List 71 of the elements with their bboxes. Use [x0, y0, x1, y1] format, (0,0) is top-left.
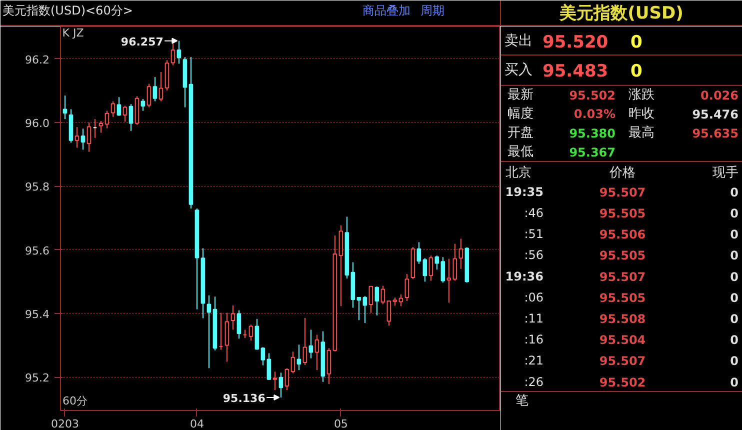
text: 95.507: [599, 354, 646, 368]
text: 美元指数(USD): [558, 4, 684, 24]
text: 0: [730, 270, 739, 284]
text: 0: [730, 228, 739, 242]
text: 最新: [508, 87, 534, 102]
text: :56: [524, 248, 544, 262]
text: 95.635: [692, 126, 739, 140]
text: 0: [730, 185, 739, 200]
annotation: 60分: [62, 394, 88, 408]
text: 北京: [506, 165, 532, 180]
text: 商品叠加: [362, 4, 410, 18]
text: 95.507: [599, 270, 646, 284]
text: 95.505: [599, 206, 646, 220]
annotation: K JZ: [62, 26, 84, 40]
text: 95.505: [599, 248, 646, 263]
text: 最低: [508, 144, 534, 160]
text: 买入: [504, 62, 532, 78]
text: 昨收: [628, 106, 654, 122]
text: 95.508: [599, 312, 646, 326]
text: 0: [730, 354, 739, 368]
text: 95.367: [569, 145, 616, 160]
text: :51: [524, 227, 544, 242]
text: :06: [524, 290, 544, 304]
text: 19:35: [505, 184, 544, 199]
text: 涨跌: [628, 87, 654, 102]
text: 95.380: [569, 126, 616, 140]
text: 95.507: [599, 185, 646, 200]
text: :11: [524, 311, 544, 326]
text: 价格: [608, 165, 636, 180]
annotation: 96.257: [120, 35, 164, 48]
text: 0: [730, 206, 739, 220]
text: 95.476: [692, 107, 739, 122]
text: 0: [730, 375, 739, 390]
y-tick-label: 96.2: [25, 53, 50, 66]
text: 0.03%: [574, 106, 616, 121]
text: 95.504: [599, 333, 646, 348]
text: 95.502: [569, 88, 616, 102]
text: 0: [730, 290, 739, 305]
x-tick-label: 05: [334, 418, 348, 430]
text: 0: [630, 62, 642, 82]
text: 95.505: [599, 290, 646, 305]
text: :46: [524, 206, 544, 220]
text: 幅度: [508, 105, 534, 122]
chart-title: 美元指数(USD)<60分>: [2, 4, 133, 18]
text: 95.506: [599, 228, 646, 242]
text: :21: [524, 354, 544, 368]
text: 笔: [516, 393, 528, 408]
text: 95.483: [542, 62, 608, 82]
text: 0: [730, 333, 739, 348]
text: :16: [524, 332, 544, 347]
y-tick-label: 95.6: [25, 244, 50, 258]
text: 开盘: [508, 125, 534, 140]
annotation: 95.136: [222, 392, 266, 405]
text: 0: [630, 32, 642, 52]
text: 19:36: [505, 269, 544, 284]
y-tick-label: 95.8: [25, 180, 50, 194]
text: 卖出: [504, 32, 532, 49]
text: 95.502: [599, 375, 646, 390]
x-tick-label: 0203: [51, 418, 79, 430]
x-tick-label: 04: [190, 418, 204, 430]
y-tick-label: 95.2: [25, 372, 50, 385]
text: 95.520: [542, 32, 608, 52]
text: 0: [730, 312, 739, 326]
text: 最高: [628, 124, 654, 140]
text: 周期: [420, 4, 444, 18]
text: 现手: [712, 165, 738, 180]
y-tick-label: 96.0: [25, 117, 50, 130]
text: 0: [730, 248, 739, 263]
y-tick-label: 95.4: [25, 308, 50, 321]
text: 0.026: [700, 88, 739, 102]
text: :26: [524, 374, 544, 389]
